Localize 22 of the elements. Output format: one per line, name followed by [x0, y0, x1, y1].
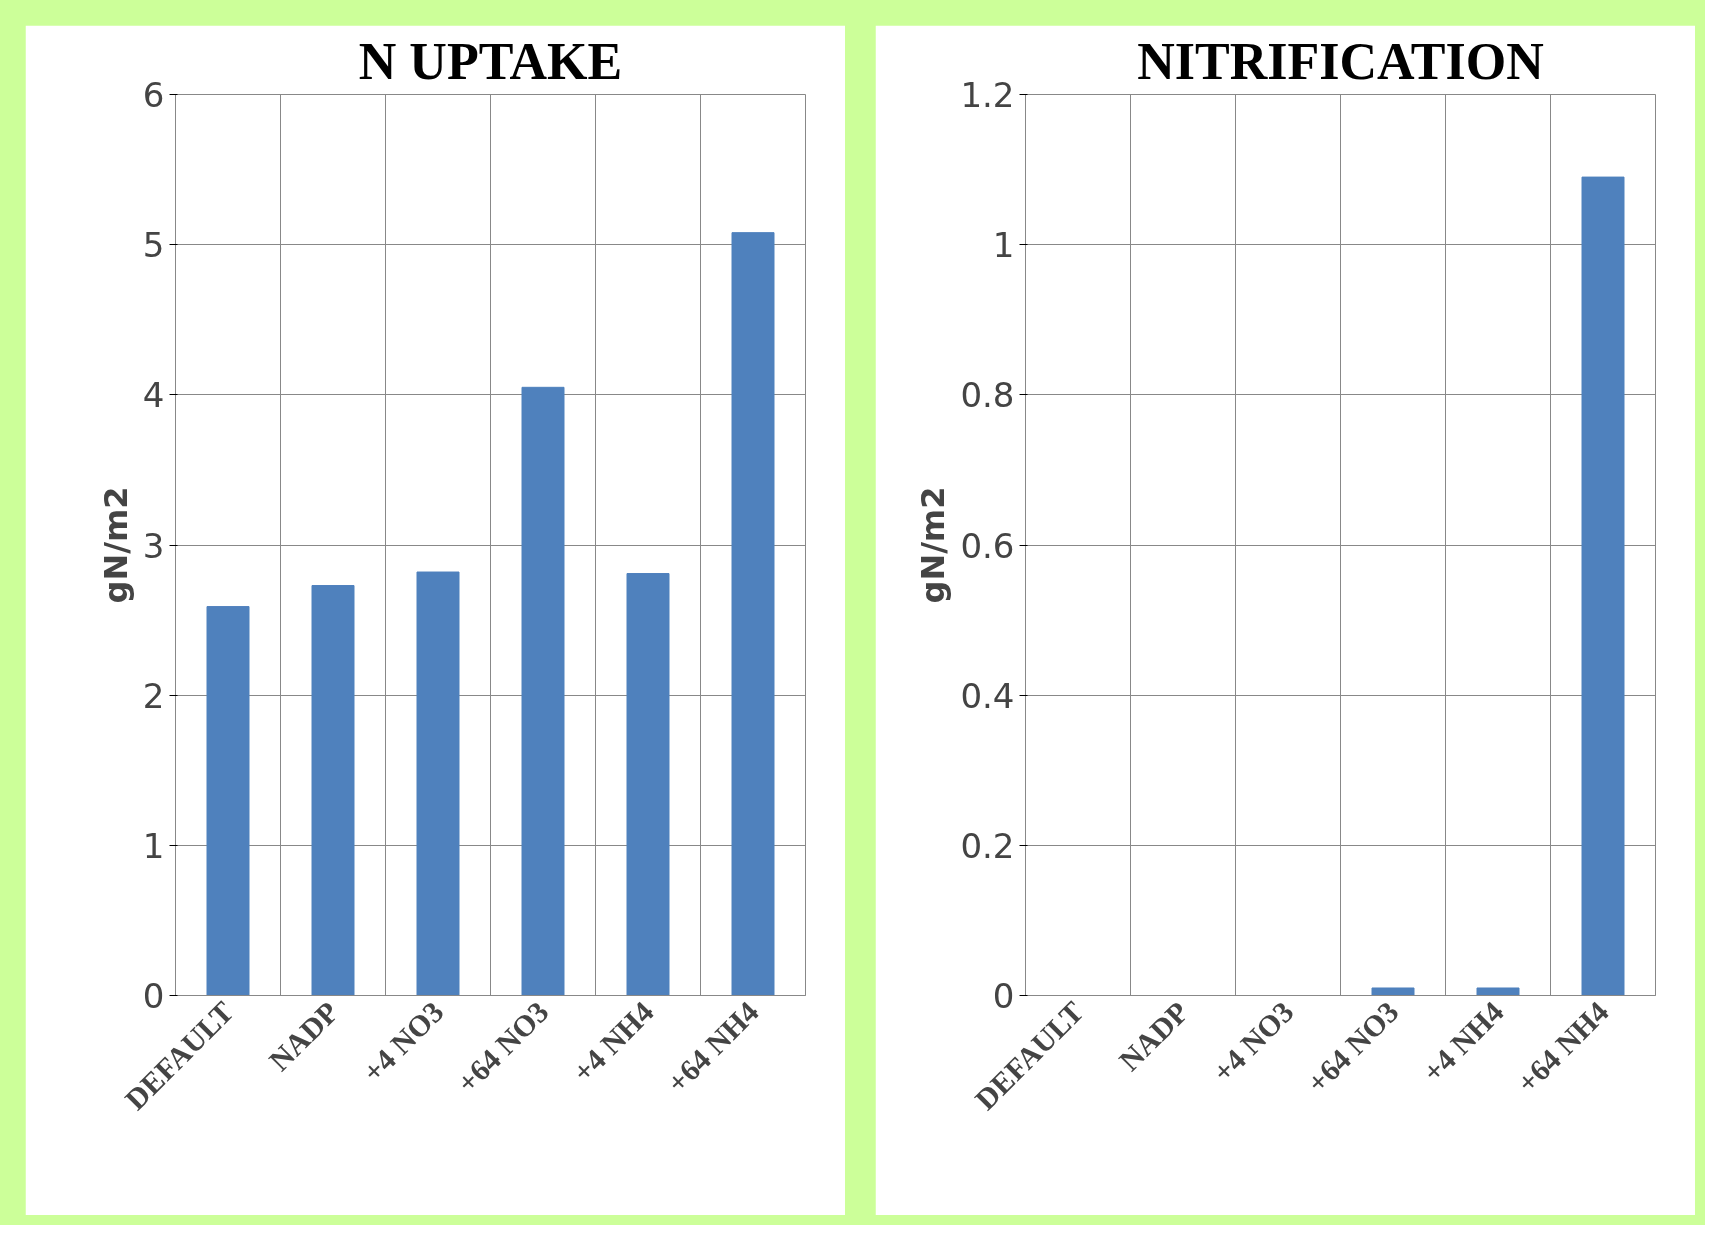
y-tick-label: 6 — [142, 75, 165, 115]
y-tick-label: 4 — [142, 375, 165, 416]
y-tick-label: 1 — [142, 825, 165, 866]
y-axis-title: gN/m2 — [914, 486, 953, 604]
y-tick-label: 0.4 — [960, 675, 1015, 716]
y-tick-label: 0.8 — [960, 375, 1015, 416]
bar — [206, 606, 250, 996]
y-tick-label: 0.2 — [960, 825, 1015, 866]
y-tick-label: 1 — [992, 225, 1015, 266]
y-tick-label: 2 — [142, 675, 165, 716]
y-tick-label: 0.6 — [960, 525, 1015, 566]
bar — [731, 232, 775, 996]
bar — [521, 386, 565, 996]
y-tick-label: 5 — [142, 225, 165, 266]
bar — [626, 573, 670, 996]
chart-title: N UPTAKE — [358, 32, 623, 90]
chart-title: NITRIFICATION — [1137, 32, 1544, 90]
y-tick-label: 3 — [142, 525, 165, 566]
y-axis-title: gN/m2 — [96, 486, 135, 604]
bar — [311, 585, 355, 996]
bar — [416, 571, 460, 996]
y-tick-label: 1.2 — [960, 75, 1015, 115]
